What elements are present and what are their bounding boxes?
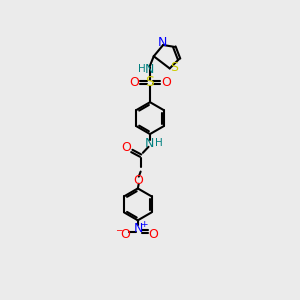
Text: H: H	[138, 64, 146, 74]
Text: O: O	[133, 174, 143, 188]
Text: O: O	[148, 228, 158, 241]
Text: O: O	[120, 228, 130, 241]
Text: H: H	[154, 137, 162, 148]
Text: O: O	[129, 76, 139, 89]
Text: +: +	[140, 220, 147, 229]
Text: N: N	[144, 137, 154, 150]
Text: −: −	[115, 225, 122, 234]
Text: S: S	[170, 61, 178, 74]
Text: N: N	[144, 63, 154, 76]
Text: N: N	[158, 36, 167, 49]
Text: O: O	[121, 141, 131, 154]
Text: S: S	[146, 76, 154, 89]
Text: N: N	[134, 222, 143, 235]
Text: O: O	[161, 76, 171, 89]
